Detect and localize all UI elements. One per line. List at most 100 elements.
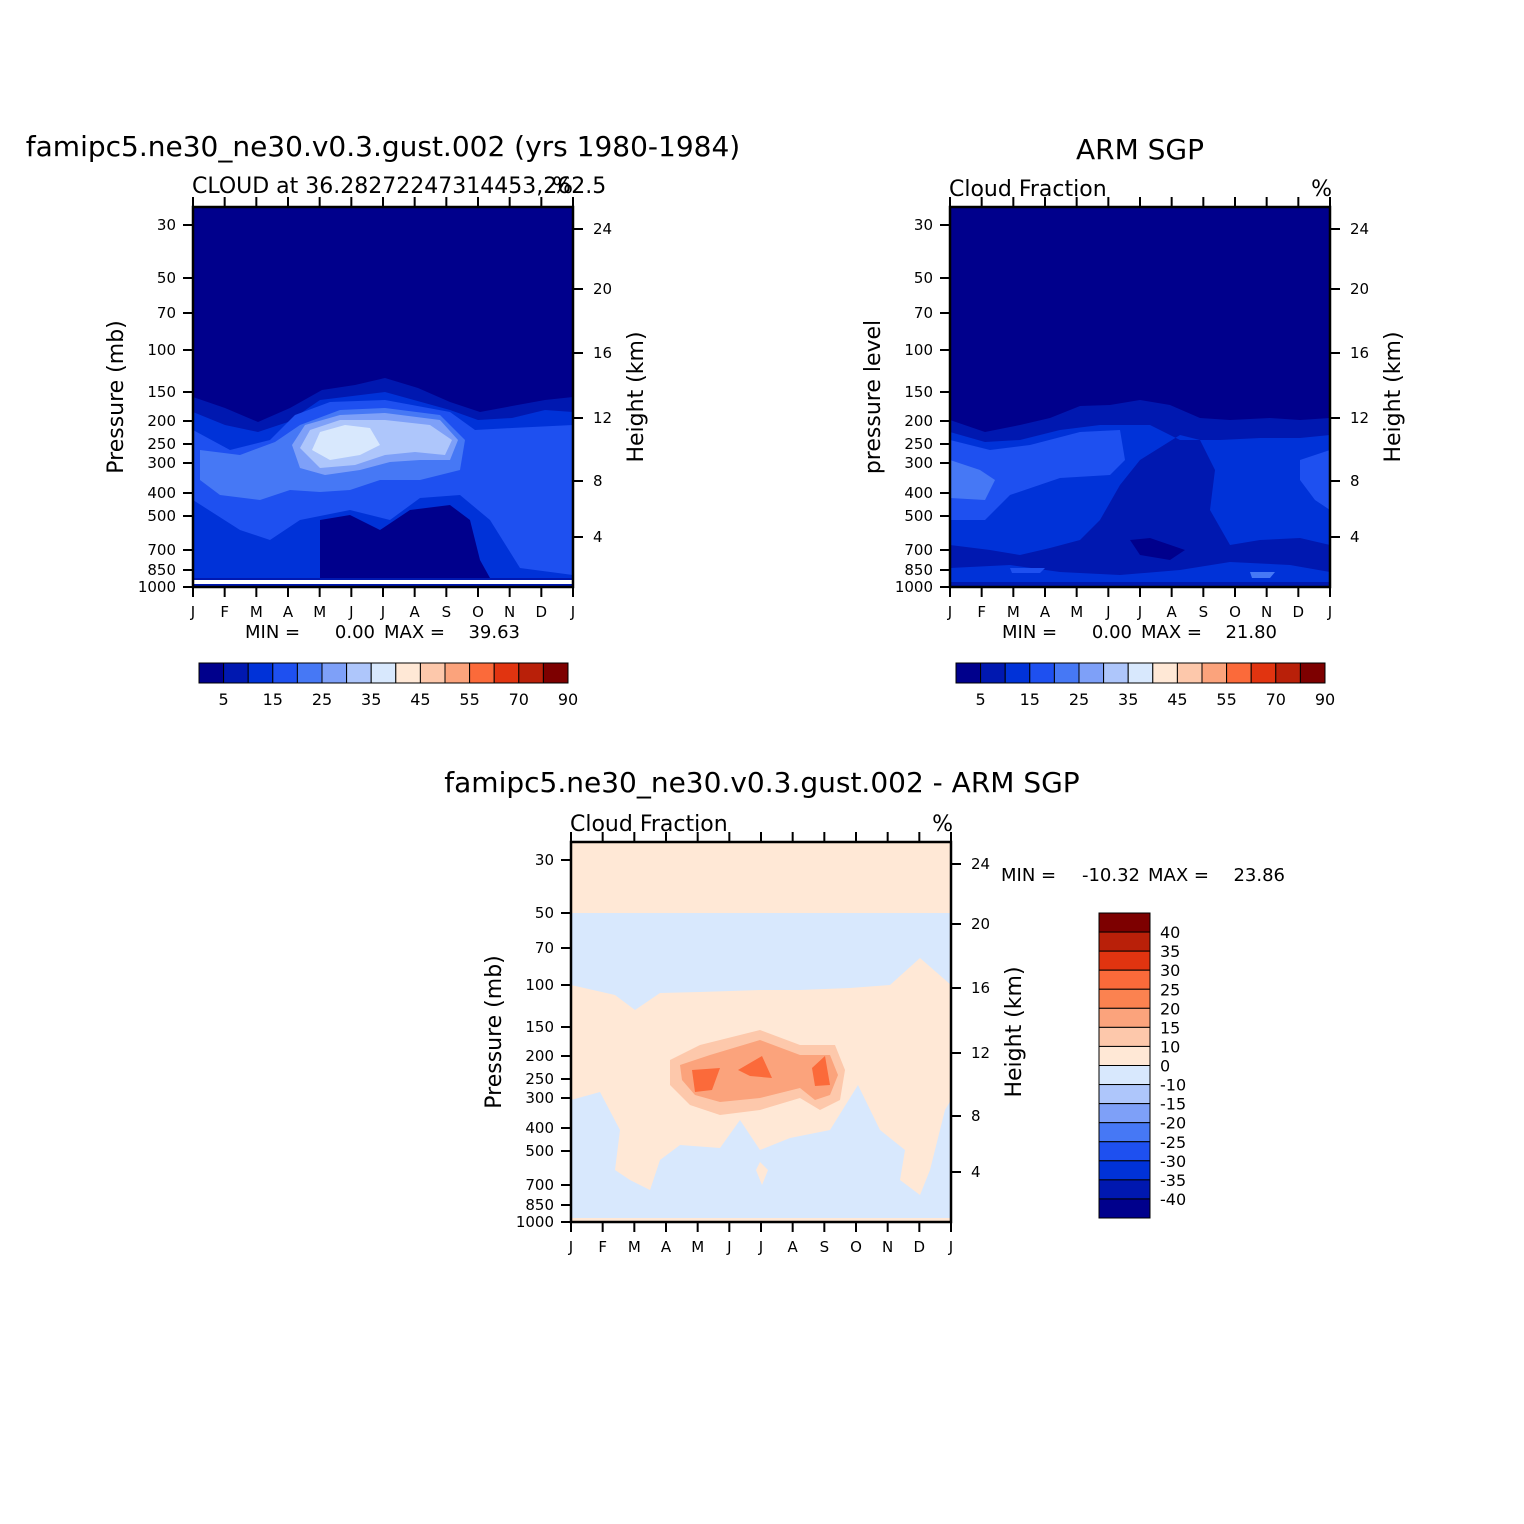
model-min-value: 0.00 xyxy=(335,622,375,643)
panel-model-title: famipc5.ne30_ne30.v0.3.gust.002 (yrs 198… xyxy=(26,130,740,163)
panel-diff-stats: MIN = -10.32 MAX = 23.86 xyxy=(1001,865,1285,886)
x-tick-label: N xyxy=(1261,603,1272,621)
colorbar-label: 30 xyxy=(1160,961,1180,980)
colorbar-label: 70 xyxy=(509,690,529,709)
panel-obs-units: % xyxy=(1311,177,1332,202)
colorbar-swatch xyxy=(955,662,982,684)
colorbar-swatch xyxy=(1127,662,1154,684)
y2-tick-label: 4 xyxy=(1350,528,1360,546)
colorbar-swatch xyxy=(1226,662,1252,684)
colorbar-swatch xyxy=(1098,1065,1151,1086)
x-tick-label: M xyxy=(628,1238,641,1256)
y2-axis-label: Height (km) xyxy=(1002,966,1027,1097)
panel-diff: famipc5.ne30_ne30.v0.3.gust.002 - ARM SG… xyxy=(444,766,1285,1256)
colorbar-swatch xyxy=(1098,1045,1151,1066)
y2-tick-label: 20 xyxy=(593,280,612,298)
panel-model-plot xyxy=(193,207,573,587)
colorbar-swatch xyxy=(444,662,471,684)
y-tick-label: 70 xyxy=(535,939,554,957)
y-tick-label: 30 xyxy=(535,851,554,869)
y2-tick-label: 16 xyxy=(971,979,990,997)
colorbar-swatch xyxy=(1098,931,1151,952)
diff-max-label: MAX = xyxy=(1148,865,1209,886)
panel-model-left-label: CLOUD at 36.28272247314453,262.5 xyxy=(192,174,606,199)
x-tick-label: F xyxy=(220,603,229,621)
colorbar-swatch xyxy=(1004,662,1031,684)
colorbar-swatch xyxy=(1275,662,1301,684)
x-tick-label: A xyxy=(788,1238,799,1256)
obs-contour-surface-a xyxy=(1010,568,1045,573)
colorbar-label: -35 xyxy=(1160,1171,1186,1190)
colorbar-label: 90 xyxy=(1315,690,1335,709)
colorbar-swatch xyxy=(493,662,520,684)
colorbar-swatch xyxy=(321,662,348,684)
colorbar-label: 25 xyxy=(312,690,332,709)
obs-contour-15 xyxy=(950,430,1125,520)
obs-contour-surface xyxy=(950,562,1330,582)
y-tick-label: 150 xyxy=(147,383,176,401)
colorbar-swatch xyxy=(346,662,372,684)
colorbar-swatch xyxy=(518,662,544,684)
y-axis-label: pressure level xyxy=(861,320,886,474)
y-tick-label: 100 xyxy=(147,341,176,359)
colorbar-swatch xyxy=(1098,1103,1151,1124)
x-tick-label: S xyxy=(820,1238,830,1256)
y-tick-label: 50 xyxy=(535,904,554,922)
y-tick-label: 300 xyxy=(147,454,176,472)
colorbar-swatch xyxy=(1098,1198,1151,1219)
y-tick-label: 250 xyxy=(147,435,176,453)
y-tick-label: 150 xyxy=(904,383,933,401)
obs-contour-low xyxy=(1130,538,1185,560)
colorbar-swatch xyxy=(1098,950,1151,971)
y2-tick-label: 24 xyxy=(971,855,990,873)
y-tick-label: 500 xyxy=(147,507,176,525)
diff-contour-pos-spot xyxy=(756,1162,768,1185)
model-max-value: 39.63 xyxy=(468,622,520,643)
colorbar-swatch xyxy=(1098,988,1151,1009)
x-tick-label: J xyxy=(947,603,952,621)
colorbar-label: 5 xyxy=(219,690,229,709)
colorbar-label: 55 xyxy=(1216,690,1236,709)
colorbar-label: 40 xyxy=(1160,923,1180,942)
y2-axis-label: Height (km) xyxy=(624,331,649,462)
colorbar-label: 15 xyxy=(263,690,283,709)
x-tick-label: M xyxy=(313,603,326,621)
diff-min-value: -10.32 xyxy=(1082,865,1140,886)
x-tick-label: J xyxy=(380,603,385,621)
x-tick-label: D xyxy=(536,603,548,621)
model-contour-35 xyxy=(312,425,380,460)
colorbar-swatch xyxy=(272,662,298,684)
colorbar-swatch xyxy=(1152,662,1178,684)
colorbar-label: 25 xyxy=(1069,690,1089,709)
diff-contour-neg-upper xyxy=(571,913,951,1010)
colorbar-label: 45 xyxy=(1167,690,1187,709)
colorbar-swatch xyxy=(1103,662,1129,684)
panel-obs-colorbar: 5 15 25 35 45 55 70 90 xyxy=(955,662,1335,709)
colorbar-label: 55 xyxy=(459,690,479,709)
panel-diff-title: famipc5.ne30_ne30.v0.3.gust.002 - ARM SG… xyxy=(444,766,1079,799)
diff-contour-20c xyxy=(812,1056,830,1086)
colorbar-swatch xyxy=(395,662,421,684)
colorbar-swatch xyxy=(1098,1160,1151,1181)
diff-contour-neg-lower xyxy=(571,1085,951,1218)
model-min-label: MIN = xyxy=(245,622,300,643)
y-tick-label: 850 xyxy=(147,561,176,579)
x-tick-label: M xyxy=(691,1238,704,1256)
obs-min-value: 0.00 xyxy=(1092,622,1132,643)
x-tick-label: F xyxy=(977,603,986,621)
y-tick-label: 100 xyxy=(525,976,554,994)
y2-tick-label: 12 xyxy=(593,409,612,427)
colorbar-swatch xyxy=(1176,662,1203,684)
colorbar-swatch xyxy=(1201,662,1228,684)
y-tick-label: 850 xyxy=(904,561,933,579)
colorbar-swatch xyxy=(1098,969,1151,990)
x-tick-label: M xyxy=(1070,603,1083,621)
panel-obs-stats: MIN = 0.00 MAX = 21.80 xyxy=(1002,622,1277,643)
x-tick-label: D xyxy=(1293,603,1305,621)
y-tick-label: 150 xyxy=(525,1018,554,1036)
y-tick-label: 400 xyxy=(904,484,933,502)
panel-obs-left-label: Cloud Fraction xyxy=(949,177,1107,202)
colorbar-swatch xyxy=(223,662,249,684)
